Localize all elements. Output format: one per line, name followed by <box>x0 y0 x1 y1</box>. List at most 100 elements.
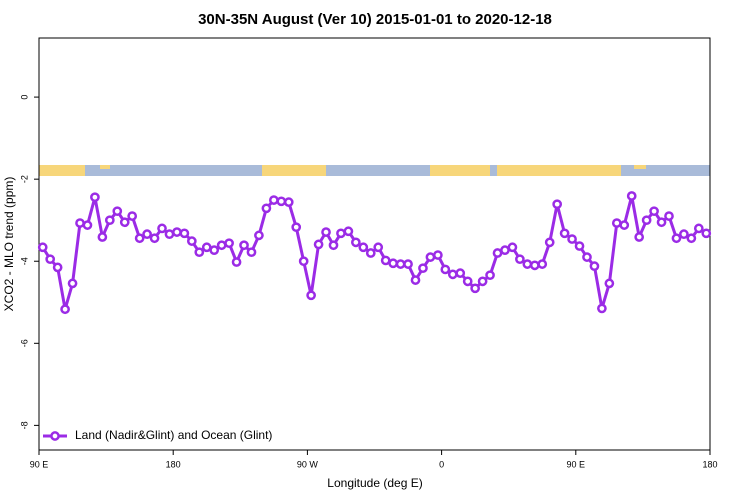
data-point <box>104 215 115 226</box>
data-point <box>291 222 302 233</box>
legend-label: Land (Nadir&Glint) and Ocean (Glint) <box>75 428 272 442</box>
data-point <box>276 196 287 207</box>
data-point <box>216 240 227 251</box>
data-point <box>112 206 123 217</box>
data-point <box>343 226 354 237</box>
data-point <box>559 228 570 239</box>
data-point <box>157 223 167 234</box>
data-point <box>119 217 130 228</box>
data-point <box>172 227 182 237</box>
data-point <box>634 232 645 242</box>
data-point <box>485 270 495 281</box>
data-point <box>515 254 525 265</box>
data-point <box>75 218 85 228</box>
data-point <box>522 259 533 269</box>
y-tick-label: 0 <box>19 95 29 100</box>
x-tick-label: 90 E <box>567 459 586 469</box>
data-point <box>589 261 600 272</box>
data-point <box>246 247 257 258</box>
data-point <box>567 234 577 244</box>
land-band <box>100 165 110 169</box>
ocean-band <box>39 165 710 176</box>
data-point <box>433 250 443 260</box>
data-point <box>574 241 585 251</box>
data-point <box>582 252 592 262</box>
y-tick-label: -4 <box>19 257 29 265</box>
data-point <box>410 275 421 285</box>
x-tick-label: 0 <box>439 459 444 469</box>
data-point <box>90 192 100 203</box>
data-point <box>186 236 197 246</box>
data-point <box>649 206 659 217</box>
data-point <box>358 242 369 253</box>
data-point <box>529 260 540 271</box>
data-point <box>45 254 56 265</box>
x-tick-label: 90 W <box>297 459 319 469</box>
data-point <box>686 233 697 244</box>
data-point <box>477 276 488 287</box>
data-point <box>298 256 309 267</box>
land-band <box>262 165 326 176</box>
data-point <box>336 228 346 239</box>
y-axis-label: XCO2 - MLO trend (ppm) <box>2 177 16 312</box>
data-point <box>403 259 413 269</box>
data-point <box>201 242 212 253</box>
x-tick-label: 90 E <box>30 459 49 469</box>
data-point <box>306 290 316 301</box>
data-point <box>500 245 510 256</box>
data-point <box>447 269 458 280</box>
y-tick-label: -2 <box>19 175 29 183</box>
data-point <box>134 233 145 244</box>
data-point <box>619 220 630 230</box>
data-point <box>313 239 324 250</box>
data-point <box>142 229 152 240</box>
data-point <box>164 229 175 240</box>
data-point <box>425 252 436 262</box>
y-tick-label: -8 <box>19 421 29 429</box>
data-point <box>664 211 674 221</box>
data-point <box>679 229 689 240</box>
data-point <box>224 238 234 249</box>
data-point <box>97 232 108 242</box>
data-point <box>626 191 637 201</box>
data-point <box>507 242 518 253</box>
data-point <box>656 217 667 228</box>
chart-title: 30N-35N August (Ver 10) 2015-01-01 to 20… <box>198 11 552 28</box>
data-point <box>269 195 279 205</box>
y-tick-label: -6 <box>19 339 29 347</box>
x-tick-label: 180 <box>702 459 717 469</box>
data-point <box>395 259 406 269</box>
data-point <box>462 276 473 287</box>
x-axis-label: Longitude (deg E) <box>327 476 422 490</box>
data-point <box>701 228 712 239</box>
legend-marker <box>50 431 60 441</box>
data-point <box>388 258 398 269</box>
data-point <box>611 218 622 228</box>
data-point <box>470 283 480 294</box>
data-point <box>351 237 361 248</box>
data-point <box>418 263 428 274</box>
data-point <box>380 255 391 266</box>
x-tick-label: 180 <box>166 459 181 469</box>
data-point <box>641 215 652 226</box>
land-band <box>497 165 621 176</box>
data-point <box>455 268 466 278</box>
data-point <box>52 262 63 273</box>
data-point <box>283 197 294 207</box>
data-point <box>365 248 376 258</box>
data-point <box>537 259 548 269</box>
data-point <box>261 203 272 214</box>
data-point <box>440 264 451 275</box>
land-ocean-strip <box>39 165 710 176</box>
data-point <box>209 245 220 256</box>
data-point <box>60 304 70 315</box>
data-point <box>693 223 704 234</box>
data-point <box>552 199 563 210</box>
data-point <box>149 233 160 244</box>
data-point <box>37 242 48 253</box>
data-point <box>544 237 555 248</box>
data-point <box>82 220 93 230</box>
plot-frame <box>38 37 711 451</box>
